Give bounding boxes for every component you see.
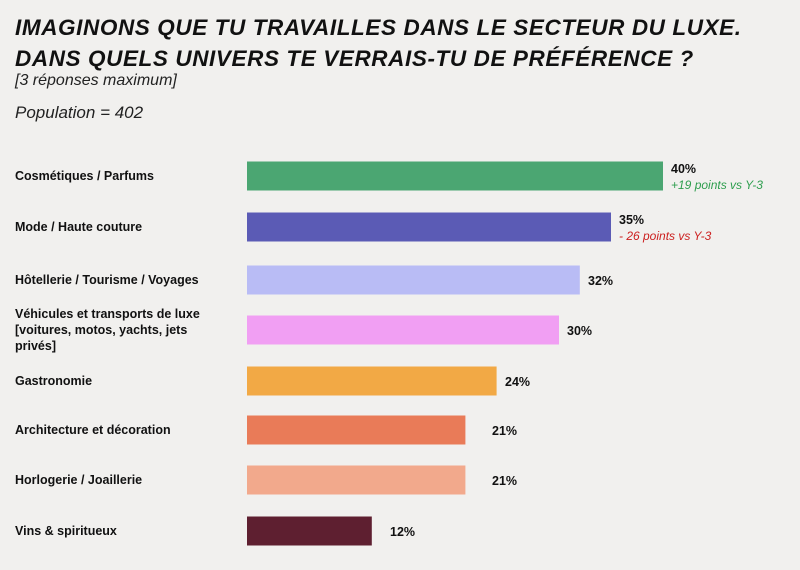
category-label: Architecture et décoration [15,423,171,437]
chart-subtitle: [3 réponses maximum] [15,72,177,89]
change-annotation: - 26 points vs Y-3 [619,229,712,243]
value-label: 30% [567,324,592,338]
population-count: Population = 402 [15,103,144,122]
category-label: Mode / Haute couture [15,220,142,234]
bar [247,415,466,445]
category-label: Horlogerie / Joaillerie [15,473,142,487]
bar [247,161,663,191]
category-label: Véhicules et transports de luxe [voitures… [15,307,200,353]
category-label: Cosmétiques / Parfums [15,169,154,183]
bar [247,315,559,345]
chart-title-line-1: IMAGINONS QUE TU TRAVAILLES DANS LE SECT… [15,15,742,40]
value-label: 12% [390,525,415,539]
category-label: Vins & spiritueux [15,524,117,538]
bar [247,516,372,546]
change-annotation: +19 points vs Y-3 [671,178,763,192]
bar [247,212,611,242]
category-label: Hôtellerie / Tourisme / Voyages [15,273,199,287]
value-label: 40% [671,162,696,176]
chart-title: IMAGINONS QUE TU TRAVAILLES DANS LE SECT… [15,12,795,74]
value-label: 24% [505,375,530,389]
bar [247,265,580,295]
chart-title-line-2: DANS QUELS UNIVERS TE VERRAIS-TU DE PRÉF… [15,46,694,71]
bar [247,465,466,495]
value-label: 21% [492,424,517,438]
value-label: 32% [588,274,613,288]
bar [247,366,497,396]
value-label: 35% [619,213,644,227]
category-label: Gastronomie [15,374,92,388]
value-label: 21% [492,474,517,488]
